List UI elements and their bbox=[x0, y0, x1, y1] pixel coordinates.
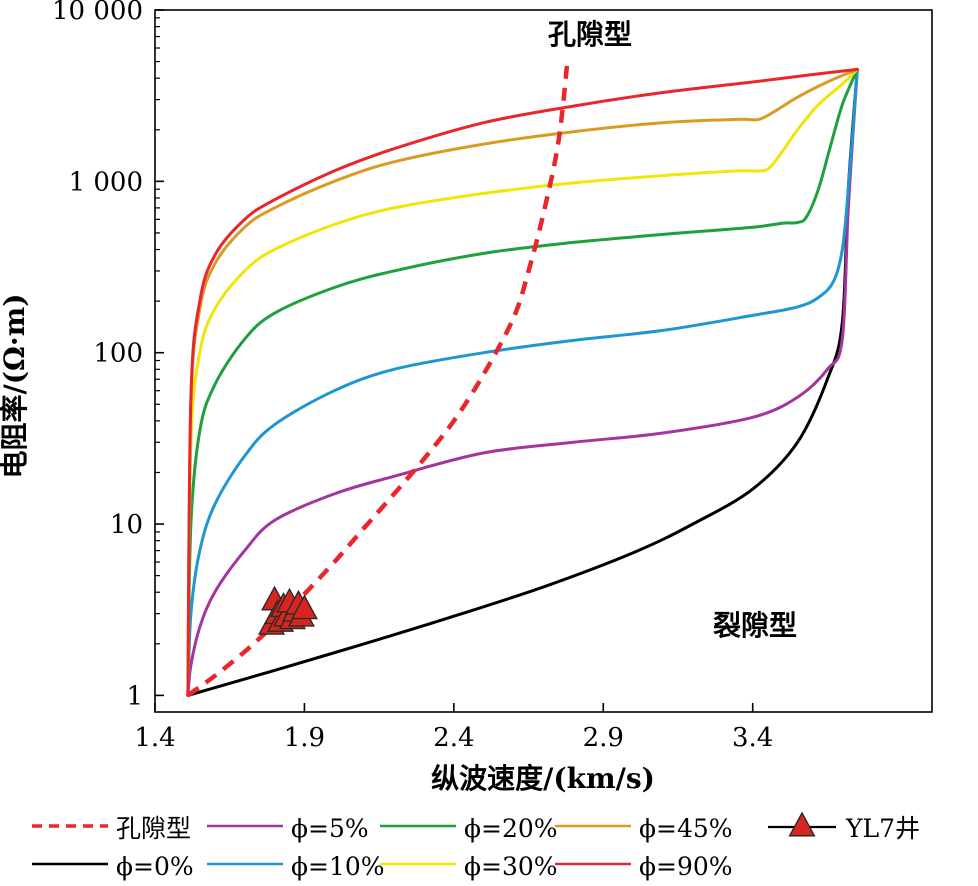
legend-label: ϕ=30% bbox=[464, 852, 558, 881]
x-tick-label: 1.9 bbox=[284, 723, 325, 753]
x-tick-label: 2.9 bbox=[583, 723, 624, 753]
legend-item-yl7: YL7井 bbox=[768, 811, 920, 843]
legend-item-phi-45-pct: ϕ=45% bbox=[555, 814, 733, 843]
tick-layer: 1.4 1.9 2.4 2.9 3.4 1 10 100 1 000 10 000 bbox=[52, 0, 773, 753]
legend-item-phi-10-pct: ϕ=10% bbox=[207, 852, 385, 881]
plot-area: 1.4 1.9 2.4 2.9 3.4 1 10 100 1 000 10 000 bbox=[52, 0, 933, 753]
annotation-fracture-type: 裂隙型 bbox=[713, 609, 797, 642]
annotation-pore-type: 孔隙型 bbox=[548, 18, 632, 51]
y-tick-label: 10 000 bbox=[52, 0, 143, 26]
data-point-yl7-12 bbox=[290, 594, 318, 620]
legend-swatch-triangle bbox=[788, 811, 816, 837]
x-tick-label: 1.4 bbox=[134, 723, 175, 753]
legend-label: ϕ=0% bbox=[116, 852, 194, 881]
legend-item-phi-30-pct: ϕ=30% bbox=[380, 852, 558, 881]
legend-item-phi-90-pct: ϕ=90% bbox=[555, 852, 733, 881]
marker-layer bbox=[258, 585, 318, 635]
series-line-phi-20-pct bbox=[186, 67, 859, 697]
legend-label: ϕ=5% bbox=[291, 814, 369, 843]
legend: 孔隙型 ϕ=5% ϕ=20% ϕ=45% YL7井 ϕ=0% ϕ=10% ϕ=30% ϕ=90% bbox=[32, 811, 920, 881]
series-layer bbox=[186, 61, 859, 698]
legend-label: ϕ=20% bbox=[464, 814, 558, 843]
series-line-phi-10-pct bbox=[186, 67, 859, 697]
series-line-pore-type bbox=[186, 61, 570, 698]
x-tick-label: 2.4 bbox=[433, 723, 474, 753]
y-tick-label: 100 bbox=[93, 339, 143, 369]
y-axis-label: 电阻率/(Ω·m) bbox=[0, 293, 31, 478]
x-tick-label: 3.4 bbox=[732, 723, 773, 753]
legend-label: ϕ=90% bbox=[639, 852, 733, 881]
legend-item-phi-20-pct: ϕ=20% bbox=[380, 814, 558, 843]
y-tick-label: 1 bbox=[126, 681, 143, 711]
series-line-phi-90-pct bbox=[186, 67, 859, 697]
legend-item-phi-0-pct: ϕ=0% bbox=[32, 852, 194, 881]
legend-label: ϕ=45% bbox=[639, 814, 733, 843]
series-line-phi-30-pct bbox=[186, 67, 859, 697]
y-tick-label: 1 000 bbox=[69, 167, 143, 197]
legend-label: 孔隙型 bbox=[116, 814, 191, 843]
y-tick-label: 10 bbox=[110, 510, 143, 540]
legend-item-phi-5-pct: ϕ=5% bbox=[207, 814, 369, 843]
legend-label: YL7井 bbox=[845, 814, 920, 843]
legend-label: ϕ=10% bbox=[291, 852, 385, 881]
series-line-phi-5-pct bbox=[186, 67, 859, 697]
legend-item-pore-type: 孔隙型 bbox=[32, 814, 191, 843]
x-axis-label: 纵波速度/(km/s) bbox=[431, 762, 655, 795]
